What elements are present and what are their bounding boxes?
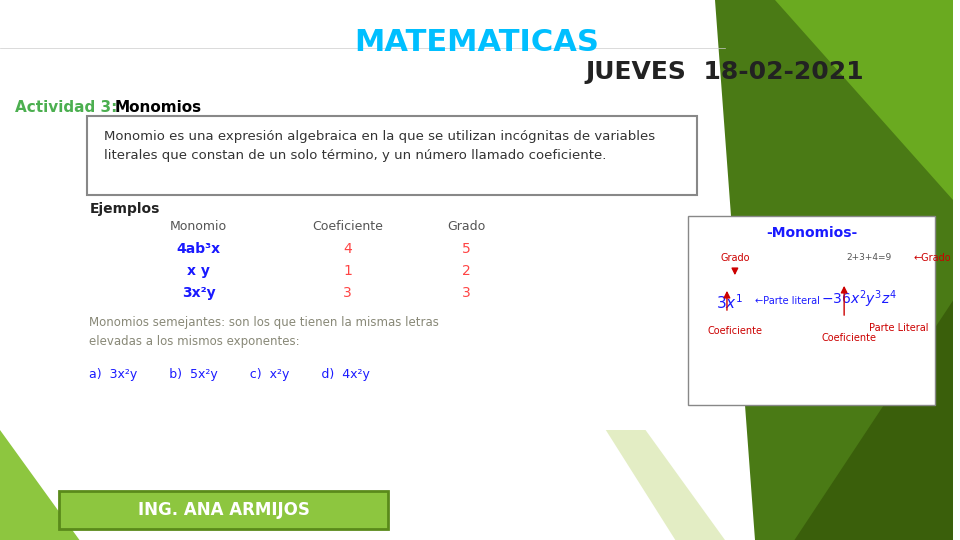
FancyBboxPatch shape	[59, 491, 388, 529]
Polygon shape	[0, 430, 80, 540]
Text: Monomios semejantes: son los que tienen la mismas letras
elevadas a los mismos e: Monomios semejantes: son los que tienen …	[89, 316, 440, 348]
FancyBboxPatch shape	[87, 116, 697, 195]
Text: ←Parte literal: ←Parte literal	[755, 296, 820, 306]
Text: Monomios: Monomios	[114, 100, 202, 115]
Text: Grado: Grado	[447, 220, 486, 233]
Text: 1: 1	[343, 264, 352, 278]
Text: 3x²y: 3x²y	[181, 286, 215, 300]
Text: Coeficiente: Coeficiente	[708, 326, 762, 336]
Text: 2: 2	[463, 264, 471, 278]
Text: 4ab³x: 4ab³x	[177, 242, 221, 256]
Text: Monomio es una expresión algebraica en la que se utilizan incógnitas de variable: Monomio es una expresión algebraica en l…	[105, 130, 656, 162]
Text: $-36x^{2}y^{3}z^{4}$: $-36x^{2}y^{3}z^{4}$	[821, 288, 897, 309]
Text: JUEVES  18-02-2021: JUEVES 18-02-2021	[586, 60, 864, 84]
Text: x y: x y	[187, 264, 210, 278]
Polygon shape	[775, 0, 953, 200]
Polygon shape	[715, 0, 953, 540]
Text: ←Grado: ←Grado	[914, 253, 951, 263]
Text: Coeficiente: Coeficiente	[312, 220, 383, 233]
Text: -Monomios-: -Monomios-	[766, 226, 857, 240]
Text: MATEMATICAS: MATEMATICAS	[354, 28, 599, 57]
Text: 3: 3	[344, 286, 352, 300]
Text: a)  3x²y        b)  5x²y        c)  x²y        d)  4x²y: a) 3x²y b) 5x²y c) x²y d) 4x²y	[89, 368, 371, 381]
Text: 2+3+4=9: 2+3+4=9	[847, 253, 892, 262]
Text: ING. ANA ARMIJOS: ING. ANA ARMIJOS	[137, 501, 309, 519]
Text: Grado: Grado	[720, 253, 750, 263]
FancyBboxPatch shape	[688, 216, 935, 405]
Text: Ejemplos: Ejemplos	[89, 202, 159, 216]
Text: Monomio: Monomio	[170, 220, 228, 233]
Text: Coeficiente: Coeficiente	[822, 333, 876, 343]
Text: Actividad 3:: Actividad 3:	[15, 100, 123, 115]
Text: 3: 3	[463, 286, 471, 300]
Text: 5: 5	[463, 242, 471, 256]
Polygon shape	[606, 430, 725, 540]
Text: Parte Literal: Parte Literal	[869, 323, 928, 333]
Text: 4: 4	[344, 242, 352, 256]
Polygon shape	[795, 300, 953, 540]
Text: $3x^{1}$: $3x^{1}$	[716, 293, 743, 312]
